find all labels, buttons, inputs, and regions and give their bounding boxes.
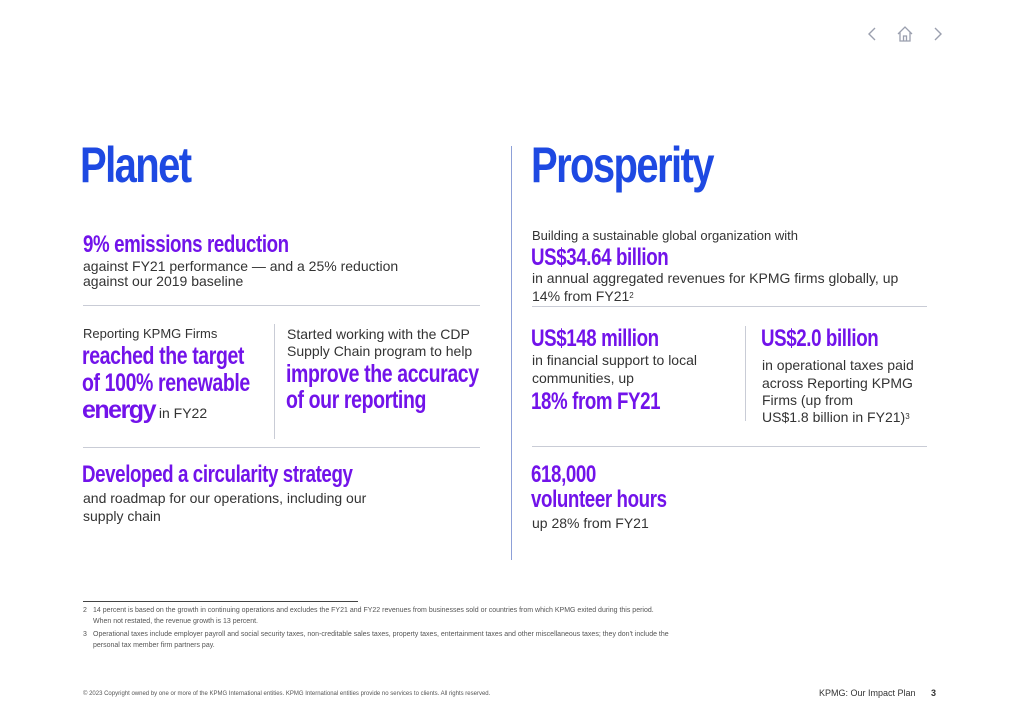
page-navigation [864, 24, 946, 44]
chevron-right-icon[interactable] [928, 24, 946, 44]
circularity-headline: Developed a circularity strategy [82, 461, 353, 488]
divider [532, 446, 927, 447]
divider [83, 447, 480, 448]
revenue-intro: Building a sustainable global organizati… [532, 228, 798, 243]
cdp-headline-1: improve the accuracy [286, 360, 479, 388]
renewable-intro: Reporting KPMG Firms [83, 326, 218, 341]
emissions-text-1: against FY21 performance — and a 25% red… [83, 258, 399, 274]
footnote-3-text-1: Operational taxes include employer payro… [93, 631, 669, 638]
revenue-headline: US$34.64 billion [531, 244, 669, 271]
cdp-headline-2: of our reporting [286, 386, 426, 414]
page-number: 3 [931, 688, 937, 698]
center-divider [511, 146, 512, 560]
divider [532, 306, 927, 307]
footnote-ref-3[interactable]: 3 [905, 412, 910, 421]
renewable-headline-1: reached the target [82, 342, 245, 370]
divider-vertical [274, 324, 275, 439]
renewable-suffix: in FY22 [154, 405, 208, 421]
taxes-text-3: Firms (up from [762, 392, 853, 408]
divider-vertical [745, 326, 746, 421]
revenue-text-1: in annual aggregated revenues for KPMG f… [532, 270, 899, 286]
taxes-text-1: in operational taxes paid [762, 357, 914, 373]
emissions-headline: 9% emissions reduction [83, 231, 289, 258]
volunteer-headline-1: 618,000 [531, 461, 596, 488]
footnote-2-text-1: 14 percent is based on the growth in con… [93, 607, 654, 614]
renewable-headline-2: of 100% renewable [82, 369, 250, 397]
circularity-text-1: and roadmap for our operations, includin… [83, 490, 367, 506]
footnote-2-text-2: When not restated, the revenue growth is… [93, 618, 258, 625]
volunteer-headline-2: volunteer hours [531, 486, 667, 513]
support-text-1: in financial support to local [532, 352, 697, 368]
planet-title: Planet [80, 137, 192, 193]
footnote-2-number: 2 [83, 607, 87, 614]
support-text-2: communities, up [532, 370, 634, 386]
renewable-headline-3: energy [82, 396, 156, 424]
footnote-rule [83, 601, 358, 602]
prosperity-title: Prosperity [531, 137, 714, 193]
document-title: KPMG: Our Impact Plan [819, 688, 916, 698]
volunteer-text: up 28% from FY21 [532, 515, 649, 531]
chevron-left-icon[interactable] [864, 24, 882, 44]
support-percent: 18% from FY21 [531, 388, 661, 415]
footnote-ref-2[interactable]: 2 [629, 291, 634, 300]
revenue-text-2: 14% from FY212 [532, 288, 634, 304]
copyright-text: © 2023 Copyright owned by one or more of… [83, 691, 491, 697]
cdp-text-2: Supply Chain program to help [287, 343, 473, 359]
taxes-text-4: US$1.8 billion in FY21)3 [762, 409, 910, 425]
taxes-headline: US$2.0 billion [761, 325, 879, 352]
footnote-3-number: 3 [83, 631, 87, 638]
renewable-line-3: energy in FY22 [82, 397, 207, 423]
cdp-text-1: Started working with the CDP [287, 326, 470, 342]
home-icon[interactable] [896, 24, 914, 44]
emissions-text-2: against our 2019 baseline [83, 273, 244, 289]
footnote-3-text-2: personal tax member firm partners pay. [93, 642, 215, 649]
taxes-text-2: across Reporting KPMG [762, 375, 913, 391]
support-headline: US$148 million [531, 325, 659, 352]
circularity-text-2: supply chain [83, 508, 161, 524]
divider [83, 305, 480, 306]
